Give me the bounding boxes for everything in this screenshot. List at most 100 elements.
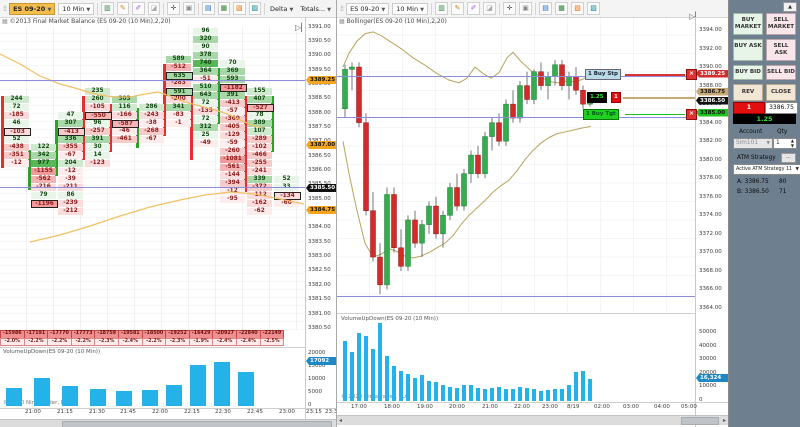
snapshot-icon[interactable]: ▣ bbox=[182, 2, 196, 15]
footprint-cell: -351 bbox=[4, 152, 29, 160]
alerts-icon[interactable]: ▧ bbox=[571, 2, 585, 15]
price-label: 3390.00 bbox=[308, 52, 331, 59]
right-time-axis[interactable]: 17:00 18:00 19:00 20:00 21:00 22:00 23:00 8/19 0… bbox=[337, 402, 728, 414]
candle-body bbox=[517, 85, 523, 119]
sell-bid-button[interactable]: SELL BID bbox=[766, 64, 796, 80]
right-scrollbar-thumb[interactable] bbox=[681, 417, 719, 425]
right-volume-panel[interactable]: VolumeUpDown(ES 09-20 (10 Min)) © 2020 N… bbox=[337, 313, 695, 401]
footprint-cell: -289 bbox=[247, 136, 272, 144]
account-selector[interactable]: Sim101 ▼ bbox=[733, 138, 773, 149]
collapse-panel-button[interactable]: ▲ bbox=[783, 2, 797, 12]
volume-bar bbox=[441, 384, 445, 401]
footprint-cell: -466 bbox=[247, 152, 272, 160]
price-label: 3388.50 bbox=[308, 95, 331, 102]
left-price-axis[interactable]: 3391.003390.503390.003389.503389.003388.… bbox=[306, 17, 336, 427]
marker-icon[interactable]: ✐ bbox=[467, 2, 481, 15]
footprint-cell: 260 bbox=[85, 96, 110, 104]
quantity-stepper[interactable]: 1 ▲ ▼ bbox=[773, 138, 797, 149]
go-to-end-icon[interactable]: ▷▏ bbox=[689, 12, 701, 21]
chart-style-icon[interactable]: ▥ bbox=[435, 2, 449, 15]
footprint-cell: 643 bbox=[193, 92, 218, 100]
interval-selector[interactable]: 10 Min ▼ bbox=[392, 2, 429, 15]
footprint-cell: -135 bbox=[193, 108, 218, 116]
scroll-left-icon[interactable]: ◂ bbox=[339, 417, 343, 424]
candle-body bbox=[440, 215, 446, 235]
delta-dropdown[interactable]: Delta ▼ bbox=[270, 4, 294, 13]
snapshot-icon[interactable]: ▣ bbox=[519, 2, 533, 15]
crosshair-icon[interactable]: ✛ bbox=[503, 2, 517, 15]
alerts-icon[interactable]: ▧ bbox=[233, 2, 246, 15]
footprint-cell: -1196 bbox=[31, 200, 58, 209]
toolbar-grip-icon[interactable]: ⁞⁞ bbox=[3, 4, 7, 13]
left-scrollbar[interactable] bbox=[0, 419, 336, 427]
crosshair-icon[interactable]: ✛ bbox=[167, 2, 180, 15]
indicators-icon[interactable]: ▤ bbox=[539, 2, 553, 15]
footprint-cell: -12 bbox=[58, 168, 83, 176]
chart-style-icon[interactable]: ▥ bbox=[101, 2, 114, 15]
horizontal-price-line bbox=[337, 117, 695, 118]
candle-body bbox=[370, 210, 376, 258]
sell-market-button[interactable]: SELL MARKET bbox=[766, 13, 796, 35]
time-label: 05:00 bbox=[681, 404, 697, 410]
totals-dropdown[interactable]: Totals... ▼ bbox=[300, 4, 332, 13]
instrument-selector[interactable]: ES 09-20 ▼ bbox=[9, 2, 56, 15]
left-volume-panel[interactable]: VolumeUpDown(ES 09-20 (10 Min)) © 2020 N… bbox=[0, 347, 305, 406]
eraser-icon[interactable]: ◪ bbox=[483, 2, 497, 15]
buy-market-button[interactable]: BUY MARKET bbox=[733, 13, 763, 35]
time-label: 23:00 bbox=[279, 409, 295, 415]
sell-ask-button[interactable]: SELL ASK bbox=[766, 38, 796, 61]
price-label: 3383.00 bbox=[308, 253, 331, 260]
go-to-end-icon[interactable]: ▷▏ bbox=[295, 23, 307, 32]
volume-bar bbox=[588, 378, 592, 401]
cancel-order-button[interactable]: × bbox=[686, 69, 697, 80]
drawing-tools-icon[interactable]: ✎ bbox=[451, 2, 465, 15]
time-label: 21:30 bbox=[89, 409, 105, 415]
footprint-cell: 391 bbox=[85, 136, 110, 144]
properties-icon[interactable]: ▨ bbox=[587, 2, 601, 15]
strategies-icon[interactable]: ▦ bbox=[217, 2, 231, 15]
volume-bar bbox=[406, 373, 410, 401]
volume-bar bbox=[214, 361, 230, 406]
left-scrollbar-thumb[interactable] bbox=[62, 421, 332, 427]
candle-body bbox=[468, 154, 474, 174]
left-time-axis[interactable]: 21:00 21:15 21:30 21:45 22:00 22:15 22:30 22:45… bbox=[0, 408, 336, 419]
atm-strategy-selector[interactable]: Active ATM Strategy 11 ▼ bbox=[733, 164, 800, 175]
candle-body bbox=[454, 187, 460, 207]
candle-body bbox=[573, 76, 579, 91]
candlestick-plot-area[interactable] bbox=[337, 17, 695, 312]
footprint-cell: -162 bbox=[247, 200, 272, 208]
volume-bar bbox=[448, 386, 452, 401]
strategies-icon[interactable]: ▦ bbox=[555, 2, 569, 15]
delta-percent-cell: -2.2% bbox=[23, 337, 49, 347]
indicators-icon[interactable]: ▤ bbox=[202, 2, 215, 15]
toolbar-grip-icon[interactable]: ⁞⁞ bbox=[340, 4, 344, 13]
rev-button[interactable]: REV bbox=[733, 83, 763, 101]
delta-percent-cell: -2.2% bbox=[141, 337, 167, 347]
delta-percent-cell: -2.2% bbox=[47, 337, 72, 347]
properties-icon[interactable]: ▨ bbox=[248, 2, 262, 15]
footprint-plot-area[interactable]: 244 72 -185 46 -103 52 -438 -351 -12 122 342 977 -11… bbox=[0, 26, 305, 330]
drawing-tools-icon[interactable]: ✎ bbox=[116, 2, 130, 15]
volume-axis-label: 40000 bbox=[699, 343, 717, 349]
marker-icon[interactable]: ✐ bbox=[132, 2, 145, 15]
buy-bid-button[interactable]: BUY BID bbox=[733, 64, 763, 80]
footprint-cell: 307 bbox=[58, 120, 83, 128]
right-price-axis[interactable]: 3394.003392.003390.003388.003386.003384.… bbox=[696, 17, 728, 427]
stop-order-label[interactable]: 1 Buy Stp bbox=[585, 69, 621, 80]
buy-ask-button[interactable]: BUY ASK bbox=[733, 38, 763, 61]
volume-bar bbox=[392, 365, 396, 401]
bollinger-lower-band bbox=[342, 125, 592, 259]
cancel-order-button[interactable]: × bbox=[686, 108, 697, 120]
price-marker-tag: 3384.75 bbox=[306, 206, 336, 214]
target-order-label[interactable]: 1 Buy Tgt bbox=[583, 108, 619, 120]
scroll-right-icon[interactable]: ▸ bbox=[722, 417, 726, 424]
atm-more-button[interactable]: ... bbox=[781, 153, 796, 163]
right-scrollbar[interactable]: ◂ ▸ bbox=[337, 415, 728, 425]
instrument-selector[interactable]: ES 09-20 ▼ bbox=[346, 2, 390, 15]
footprint-cell: -129 bbox=[220, 132, 245, 140]
interval-selector[interactable]: 10 Min ▼ bbox=[58, 2, 95, 15]
eraser-icon[interactable]: ◪ bbox=[147, 2, 161, 15]
close-button[interactable]: CLOSE bbox=[766, 83, 796, 101]
price-label: 3389.50 bbox=[308, 66, 331, 73]
time-label: 22:45 bbox=[247, 409, 263, 415]
